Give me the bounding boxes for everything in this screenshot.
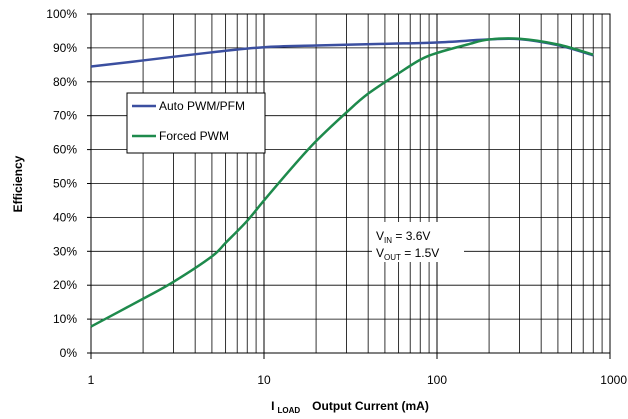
- legend: Auto PWM/PFM Forced PWM: [126, 92, 266, 154]
- grid: [91, 14, 610, 353]
- y-tick-label: 20%: [53, 278, 77, 292]
- x-tick-label: 1000: [600, 373, 627, 387]
- y-axis-title: Efficiency: [11, 155, 25, 212]
- x-tick-label: 10: [257, 373, 271, 387]
- y-tick-label: 30%: [53, 244, 77, 258]
- legend-label-forced: Forced PWM: [159, 129, 229, 143]
- y-tick-label: 10%: [53, 312, 77, 326]
- y-tick-label: 60%: [53, 143, 77, 157]
- y-tick-label: 0%: [60, 346, 78, 360]
- conditions-annotation: VIN = 3.6V VOUT = 1.5V: [372, 222, 464, 262]
- x-tick-labels: 1 10 100 1000: [88, 353, 627, 387]
- series-lines: [90, 37, 594, 328]
- x-axis-title-rest: Output Current (mA): [312, 399, 429, 413]
- y-tick-label: 70%: [53, 109, 77, 123]
- x-tick-label: 1: [88, 373, 95, 387]
- x-axis-title: I LOAD Output Current (mA): [271, 399, 429, 415]
- x-axis-title-sub: LOAD: [278, 406, 301, 415]
- legend-label-auto: Auto PWM/PFM: [159, 99, 245, 113]
- y-tick-label: 100%: [46, 7, 77, 21]
- vin-annotation: VIN = 3.6V: [376, 229, 430, 245]
- y-tick-label: 80%: [53, 75, 77, 89]
- vout-annotation: VOUT = 1.5V: [376, 246, 439, 262]
- x-tick-label: 100: [427, 373, 447, 387]
- y-tick-label: 50%: [53, 177, 77, 191]
- y-tick-labels: 0% 10% 20% 30% 40% 50% 60% 70% 80% 90% 100%: [46, 7, 91, 360]
- x-axis-title-prefix: I: [271, 399, 274, 413]
- legend-box: [126, 92, 266, 154]
- y-tick-label: 40%: [53, 210, 77, 224]
- series-line-forced-pwm: [90, 37, 594, 328]
- y-tick-label: 90%: [53, 41, 77, 55]
- annotation-box: [372, 222, 464, 262]
